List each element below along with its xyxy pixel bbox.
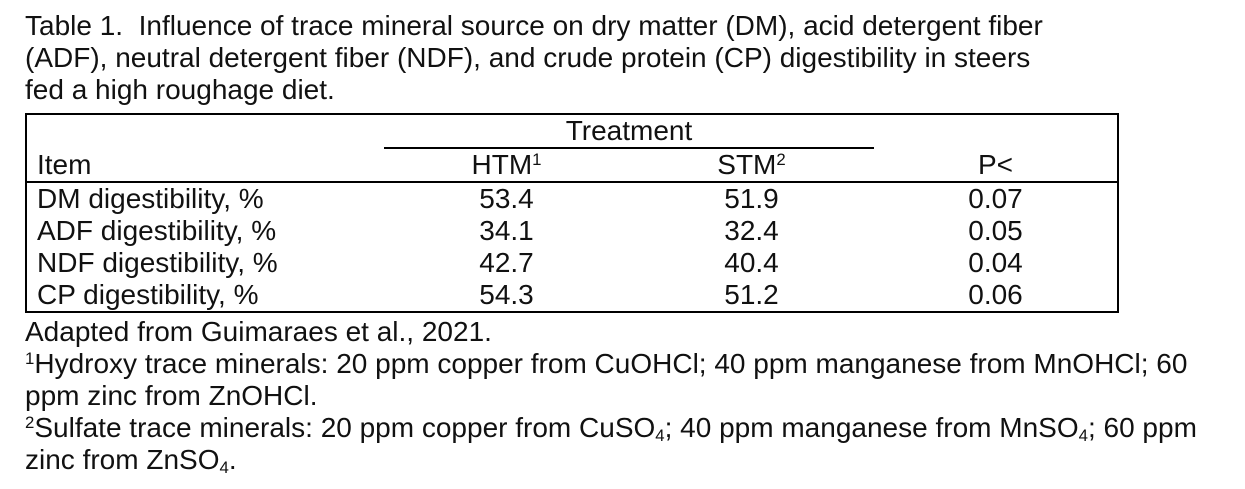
cell-htm-value: 54.3 xyxy=(479,279,534,310)
empty-header-cell xyxy=(874,114,1118,148)
footnote-2-text: zinc from ZnSO xyxy=(25,444,220,475)
document-page: Table 1. Influence of trace mineral sour… xyxy=(25,10,1227,476)
cell-item: NDF digestibility, % xyxy=(37,247,278,278)
cuso4-subscript: 4 xyxy=(655,425,665,445)
mnso4-subscript: 4 xyxy=(1078,425,1088,445)
treatment-group-header: Treatment xyxy=(384,114,874,149)
table-footnotes: Adapted from Guimaraes et al., 2021. 1Hy… xyxy=(25,316,1227,476)
footnote-1: 1Hydroxy trace minerals: 20 ppm copper f… xyxy=(25,348,1227,412)
footnote-2-text: . xyxy=(228,444,237,475)
cell-stm-value: 40.4 xyxy=(724,247,779,278)
footnote-2-text: ; 60 ppm xyxy=(1087,412,1197,443)
stm-label: STM xyxy=(717,149,777,180)
column-header-htm: HTM1 xyxy=(384,148,629,183)
footnote-2-line-1: 2Sulfate trace minerals: 20 ppm copper f… xyxy=(25,412,1227,444)
empty-header-cell xyxy=(26,114,384,148)
cell-pvalue: 0.05 xyxy=(968,215,1023,246)
cell-stm-value: 51.9 xyxy=(724,183,779,214)
column-header-pvalue: P< xyxy=(874,148,1118,183)
source-note: Adapted from Guimaraes et al., 2021. xyxy=(25,316,492,347)
caption-line-1: Table 1. Influence of trace mineral sour… xyxy=(25,10,1043,41)
caption-line-3: fed a high roughage diet. xyxy=(25,74,335,105)
cell-pvalue: 0.07 xyxy=(968,183,1023,214)
cell-item: CP digestibility, % xyxy=(37,279,259,310)
column-header-item: Item xyxy=(26,148,384,183)
results-table: Treatment Item HTM1 STM2 P< DM digestibi… xyxy=(25,113,1119,313)
cell-htm-value: 53.4 xyxy=(479,183,534,214)
caption-line-2: (ADF), neutral detergent fiber (NDF), an… xyxy=(25,42,1031,73)
footnote-1-text: Hydroxy trace minerals: 20 ppm copper fr… xyxy=(34,348,1188,379)
cell-item: ADF digestibility, % xyxy=(37,215,277,246)
cell-stm-value: 51.2 xyxy=(724,279,779,310)
cell-item: DM digestibility, % xyxy=(37,183,264,214)
column-header-row: Item HTM1 STM2 P< xyxy=(26,148,1118,183)
footnote-2-marker: 2 xyxy=(25,413,35,433)
table-row-dm: DM digestibility, % 53.4 51.9 0.07 xyxy=(26,182,1118,215)
table-row-adf: ADF digestibility, % 34.1 32.4 0.05 xyxy=(26,215,1118,247)
znso4-subscript: 4 xyxy=(219,457,229,477)
htm-label: HTM xyxy=(471,149,533,180)
table-row-ndf: NDF digestibility, % 42.7 40.4 0.04 xyxy=(26,247,1118,279)
footnote-2-text: ; 40 ppm manganese from MnSO xyxy=(664,412,1079,443)
footnote-2-line-2: zinc from ZnSO4. xyxy=(25,444,1227,476)
footnote-1-line-2: ppm zinc from ZnOHCl. xyxy=(25,380,318,411)
table-caption: Table 1. Influence of trace mineral sour… xyxy=(25,10,1227,106)
footnote-2-text: Sulfate trace minerals: 20 ppm copper fr… xyxy=(34,412,656,443)
footnote-1-line-1: 1Hydroxy trace minerals: 20 ppm copper f… xyxy=(25,348,1227,380)
table-row-cp: CP digestibility, % 54.3 51.2 0.06 xyxy=(26,279,1118,312)
footnote-1-marker: 1 xyxy=(25,349,35,369)
cell-stm-value: 32.4 xyxy=(724,215,779,246)
stm-footnote-marker: 2 xyxy=(776,150,786,170)
column-header-stm: STM2 xyxy=(629,148,874,183)
htm-footnote-marker: 1 xyxy=(532,150,542,170)
cell-htm-value: 42.7 xyxy=(479,247,534,278)
footnote-2: 2Sulfate trace minerals: 20 ppm copper f… xyxy=(25,412,1227,476)
cell-htm-value: 34.1 xyxy=(479,215,534,246)
cell-pvalue: 0.04 xyxy=(968,247,1023,278)
treatment-span-row: Treatment xyxy=(26,114,1118,149)
cell-pvalue: 0.06 xyxy=(968,279,1023,310)
